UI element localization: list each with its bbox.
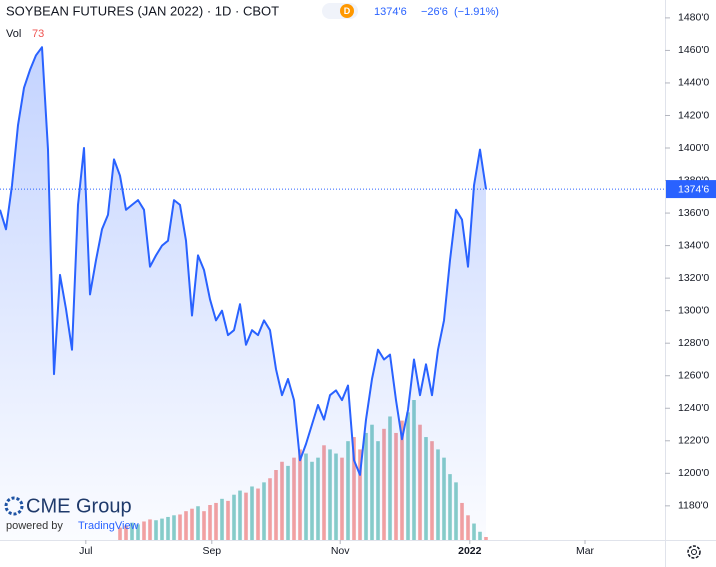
interval-badge: D bbox=[344, 6, 351, 16]
y-tick-label: 1280'0 bbox=[678, 337, 709, 349]
y-tick-label: 1440'0 bbox=[678, 77, 709, 89]
last-price: 1374'6 bbox=[374, 6, 407, 18]
y-tick-label: 1200'0 bbox=[678, 467, 709, 479]
powered-by: powered by bbox=[6, 520, 63, 532]
y-tick-label: 1240'0 bbox=[678, 402, 709, 414]
y-tick-label: 1260'0 bbox=[678, 370, 709, 382]
gear[interactable] bbox=[687, 545, 701, 559]
logo-text: CME Group bbox=[26, 495, 132, 517]
y-tick-label: 1300'0 bbox=[678, 304, 709, 316]
y-tick-label: 1340'0 bbox=[678, 239, 709, 251]
powered-brand: TradingView bbox=[78, 520, 139, 532]
gear-center bbox=[691, 549, 697, 555]
price-line bbox=[0, 46, 487, 476]
x-tick-label: Nov bbox=[331, 545, 350, 557]
y-tick-label: 1400'0 bbox=[678, 142, 709, 154]
y-tick-label: 1220'0 bbox=[678, 435, 709, 447]
settings-icon[interactable] bbox=[687, 545, 701, 559]
y-tick-label: 1420'0 bbox=[678, 109, 709, 121]
price-area bbox=[0, 47, 486, 540]
x-tick-label: Jul bbox=[79, 545, 92, 557]
logo: CME Group powered by TradingView bbox=[4, 495, 139, 532]
volume-last: 73 bbox=[32, 28, 44, 40]
logo-icon bbox=[4, 496, 24, 516]
x-tick-label: Mar bbox=[576, 545, 595, 557]
badge-dot bbox=[340, 4, 354, 18]
y-tick-label: 1180'0 bbox=[678, 500, 709, 512]
y-tick-label: 1360'0 bbox=[678, 207, 709, 219]
y-tick-label: 1320'0 bbox=[678, 272, 709, 284]
change-pct: (−1.91%) bbox=[454, 6, 499, 18]
x-tick-label: 2022 bbox=[458, 545, 482, 557]
volume-label: Vol bbox=[6, 28, 21, 40]
x-tick-label: Sep bbox=[202, 545, 221, 557]
last-price-axis-label: 1374'6 bbox=[678, 183, 709, 195]
chart-title: SOYBEAN FUTURES (JAN 2022) · 1D · CBOT bbox=[6, 3, 279, 18]
y-tick-label: 1460'0 bbox=[678, 44, 709, 56]
y-tick-label: 1480'0 bbox=[678, 12, 709, 24]
last-price-box bbox=[666, 180, 716, 199]
change: −26'6 bbox=[421, 6, 448, 18]
